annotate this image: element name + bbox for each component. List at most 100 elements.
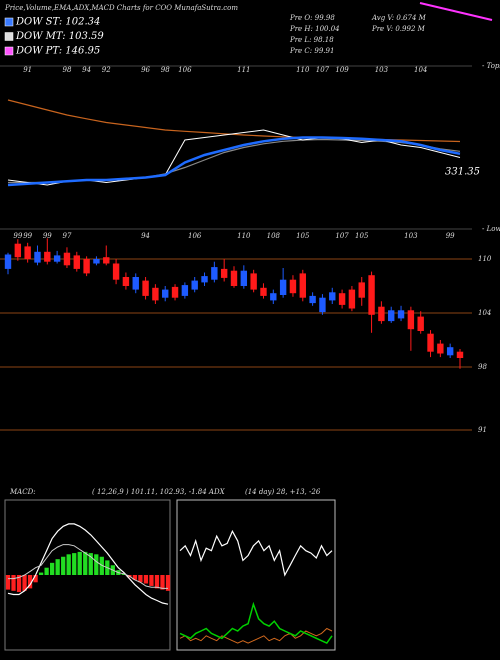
candle-body: [152, 287, 159, 301]
histogram-bar: [5, 575, 11, 590]
x-tick-label: 105: [355, 232, 369, 240]
legend-swatch: [4, 17, 14, 27]
candle-body: [378, 306, 385, 322]
x-tick-label: 107: [335, 232, 349, 240]
x-tick-label: 107: [316, 66, 330, 74]
histogram-bar: [149, 575, 154, 586]
candle-body: [358, 282, 365, 298]
x-tick-label: 105: [296, 232, 310, 240]
candle-body: [4, 254, 12, 269]
histogram-bar: [66, 554, 71, 575]
stat-text: Pre L: 98.18: [289, 36, 334, 44]
stat-text: Avg V: 0.674 M: [371, 14, 427, 22]
histogram-bar: [94, 554, 99, 575]
histogram-bar: [99, 556, 104, 575]
panel-label: - Lows: [482, 225, 500, 233]
x-tick-label: 99: [23, 232, 32, 240]
candle-body: [122, 277, 130, 286]
candle-body: [270, 293, 277, 301]
histogram-bar: [22, 575, 27, 591]
histogram-bar: [11, 575, 16, 591]
candle-body: [93, 259, 100, 264]
x-tick-label: 109: [335, 66, 349, 74]
adx-frame: [176, 499, 336, 651]
x-tick-label: 96: [141, 66, 150, 74]
candle-body: [83, 259, 90, 274]
x-tick-label: 94: [141, 232, 150, 240]
y-tick-label: 104: [478, 309, 491, 317]
series-line: [179, 529, 333, 577]
adx-text: (14 day) 28, +13, -26: [245, 488, 321, 496]
candle-body: [279, 279, 287, 295]
histogram-bar: [33, 575, 38, 583]
candle-body: [14, 243, 22, 258]
x-tick-label: 94: [82, 66, 91, 74]
x-tick-label: 106: [188, 232, 202, 240]
candle-body: [191, 280, 198, 290]
histogram-bar: [160, 575, 165, 590]
candle-body: [142, 280, 149, 296]
candle-body: [211, 267, 218, 280]
candle-body: [388, 310, 395, 322]
candle-body: [53, 255, 61, 262]
stat-text: Pre O: 99.98: [289, 14, 335, 22]
histogram-bar: [50, 562, 55, 575]
candle-body: [417, 316, 424, 331]
candle-body: [250, 273, 257, 290]
chart-title: Price,Volume,EMA,ADX,MACD Charts for COO…: [4, 4, 238, 12]
legend-label: DOW PT: 146.95: [15, 46, 100, 57]
candle-body: [338, 293, 346, 305]
candle-body: [230, 270, 238, 286]
x-tick-label: 99: [446, 232, 455, 240]
candle-body: [348, 289, 356, 309]
candle-body: [162, 289, 169, 298]
legend-label: DOW MT: 103.59: [15, 31, 104, 42]
series-line: [8, 544, 168, 589]
x-tick-label: 99: [13, 232, 22, 240]
stat-text: Pre H: 100.04: [289, 25, 340, 33]
histogram-bar: [165, 575, 171, 591]
series-line: [7, 523, 169, 605]
histogram-bar: [61, 556, 66, 575]
x-tick-label: 110: [296, 66, 310, 74]
candle-body: [240, 270, 248, 286]
x-tick-label: 111: [237, 66, 250, 74]
candle-body: [289, 279, 297, 294]
candle-body: [446, 347, 454, 356]
x-tick-label: 98: [161, 66, 170, 74]
candle-body: [132, 277, 139, 290]
candle-body: [319, 297, 326, 313]
candle-body: [456, 351, 464, 358]
candle-body: [397, 310, 405, 319]
x-tick-label: 110: [237, 232, 251, 240]
histogram-bar: [83, 551, 88, 575]
histogram-bar: [16, 575, 22, 593]
y-tick-label: 110: [478, 255, 492, 263]
candle-body: [427, 333, 434, 352]
histogram-bar: [88, 553, 93, 575]
annotation: 331.35: [445, 167, 480, 178]
candle-body: [220, 268, 228, 278]
series-line: [7, 136, 461, 187]
candle-body: [24, 246, 31, 259]
histogram-bar: [77, 551, 82, 575]
legend-swatch: [4, 46, 14, 56]
candle-body: [329, 292, 336, 301]
legend-label: DOW ST: 102.34: [15, 17, 100, 28]
candle-body: [112, 263, 120, 280]
candle-body: [260, 287, 267, 296]
histogram-bar: [154, 575, 160, 589]
candle-body: [171, 286, 179, 298]
x-tick-label: 106: [178, 66, 192, 74]
candle-body: [181, 285, 189, 296]
histogram-bar: [55, 559, 60, 575]
x-tick-label: 91: [23, 66, 32, 74]
candle-body: [63, 252, 71, 266]
candle-body: [201, 276, 208, 283]
x-tick-label: 104: [414, 66, 427, 74]
x-tick-label: 103: [375, 66, 389, 74]
histogram-bar: [121, 573, 126, 575]
candle-body: [437, 343, 444, 354]
